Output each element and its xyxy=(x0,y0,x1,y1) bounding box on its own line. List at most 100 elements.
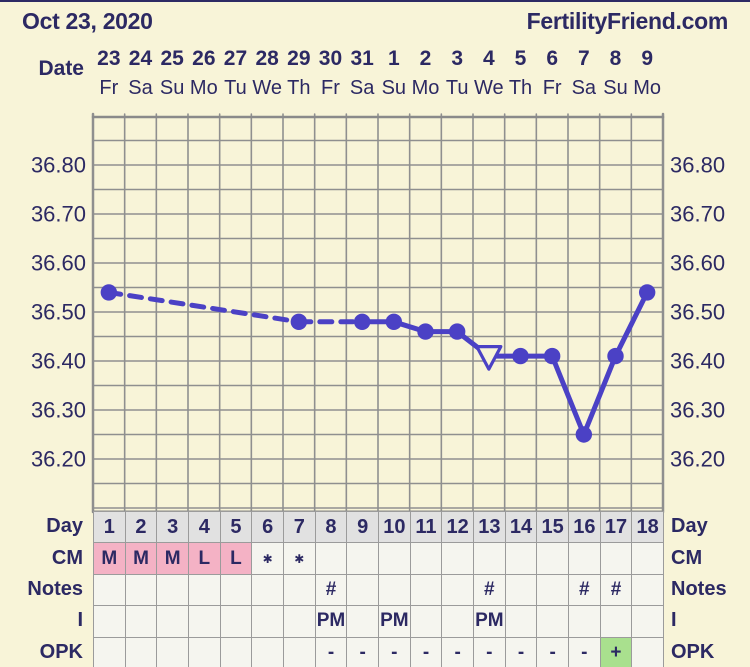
date-number: 4 xyxy=(482,47,495,70)
date-number: 26 xyxy=(192,47,216,70)
opk-cell xyxy=(156,636,189,667)
cm-cell xyxy=(631,542,664,575)
cm-cell: L xyxy=(188,542,221,575)
cm-cell: L xyxy=(219,542,253,575)
temp-point xyxy=(543,347,561,365)
chart-date: Oct 23, 2020 xyxy=(22,8,153,34)
date-number: 25 xyxy=(160,47,184,70)
opk-cell xyxy=(124,636,158,667)
ytick-label-left: 36.50 xyxy=(31,300,86,325)
weekday-label: Tu xyxy=(224,77,247,99)
ytick-label-right: 36.80 xyxy=(670,153,725,178)
day-cell-value: 4 xyxy=(198,515,210,538)
cm-cell xyxy=(441,542,474,575)
opk-cell xyxy=(251,636,284,667)
date-number: 27 xyxy=(223,47,248,70)
cm-cell xyxy=(536,542,569,575)
opk-cell: - xyxy=(504,636,538,667)
day-cell-value: 9 xyxy=(357,515,369,538)
i-cell xyxy=(188,605,221,638)
opk-cell: - xyxy=(568,636,601,667)
weekday-label: Th xyxy=(287,77,311,99)
i-cell xyxy=(251,605,284,638)
date-number: 2 xyxy=(419,47,432,70)
row-label-cm-left: CM xyxy=(51,546,83,569)
i-cell xyxy=(409,605,443,638)
ytick-label-left: 36.80 xyxy=(31,153,86,178)
day-cell: 12 xyxy=(441,511,474,544)
brand-link[interactable]: FertilityFriend.com xyxy=(526,8,729,34)
cm-cell-value: L xyxy=(230,547,242,569)
i-cell: PM xyxy=(473,605,506,638)
i-cell xyxy=(124,605,158,638)
notes-cell: # xyxy=(473,573,506,607)
temp-segment xyxy=(581,353,618,437)
weekday-label: Fr xyxy=(321,77,340,99)
opk-cell-value: - xyxy=(549,641,556,663)
cm-cell-value: L xyxy=(198,547,211,569)
notes-cell-value: # xyxy=(325,578,337,600)
cm-cell: M xyxy=(124,542,158,575)
ytick-label-left: 36.40 xyxy=(31,349,86,374)
temp-point xyxy=(575,426,593,443)
day-cell: 7 xyxy=(283,511,316,544)
ytick-label-left: 36.70 xyxy=(31,202,86,227)
notes-cell xyxy=(631,573,664,607)
opk-cell-value: + xyxy=(610,641,622,663)
notes-cell xyxy=(536,573,569,607)
opk-cell: - xyxy=(536,636,569,667)
temp-segment xyxy=(613,289,650,359)
day-cell: 10 xyxy=(378,511,411,544)
notes-cell xyxy=(346,573,379,607)
day-cell: 14 xyxy=(504,511,538,544)
ytick-label-right: 36.40 xyxy=(670,349,725,374)
i-cell-value: PM xyxy=(475,610,504,632)
temp-point xyxy=(353,313,371,330)
notes-cell xyxy=(93,573,126,607)
day-cell-value: 7 xyxy=(293,515,305,538)
weekday-label: We xyxy=(252,77,282,99)
notes-cell xyxy=(156,573,189,607)
date-number: 9 xyxy=(641,47,653,70)
notes-cell-value: # xyxy=(484,578,495,600)
cm-cell-value: M xyxy=(133,547,149,569)
weekday-label: Sa xyxy=(571,77,597,99)
day-cell: 5 xyxy=(219,511,253,544)
day-cell-value: 14 xyxy=(509,515,533,538)
weekday-label: We xyxy=(474,77,504,99)
weekday-label: Mo xyxy=(411,77,440,99)
day-cell-value: 15 xyxy=(541,515,564,538)
temp-point xyxy=(417,323,434,340)
day-cell-value: 18 xyxy=(636,515,659,538)
notes-cell xyxy=(504,573,538,607)
temp-segment-dashed xyxy=(106,289,302,325)
opk-cell xyxy=(188,636,221,667)
cm-cell: M xyxy=(156,542,189,575)
notes-cell xyxy=(219,573,253,607)
row-label-opk-left: OPK xyxy=(39,640,83,663)
date-number: 29 xyxy=(287,47,311,70)
day-cell-value: 13 xyxy=(478,515,501,538)
temp-point xyxy=(512,347,529,365)
opk-cell: - xyxy=(378,636,411,667)
opk-cell-value: - xyxy=(327,641,335,663)
ytick-label-right: 36.70 xyxy=(670,202,725,227)
cm-cell-value: ✱ xyxy=(294,551,305,566)
notes-cell xyxy=(124,573,158,607)
opk-cell xyxy=(93,636,126,667)
notes-cell: # xyxy=(599,573,633,607)
date-number: 1 xyxy=(387,47,400,70)
day-cell-value: 1 xyxy=(103,515,115,538)
i-cell xyxy=(283,605,316,638)
opk-cell-value: - xyxy=(581,641,588,663)
open-triangle-marker xyxy=(475,345,503,371)
day-cell: 9 xyxy=(346,511,379,544)
day-cell: 13 xyxy=(473,511,506,544)
date-number: 31 xyxy=(350,47,374,70)
i-cell: PM xyxy=(378,605,411,638)
row-label-cm-right: CM xyxy=(671,546,703,569)
notes-cell xyxy=(251,573,284,607)
opk-cell xyxy=(283,636,316,667)
notes-cell xyxy=(409,573,443,607)
